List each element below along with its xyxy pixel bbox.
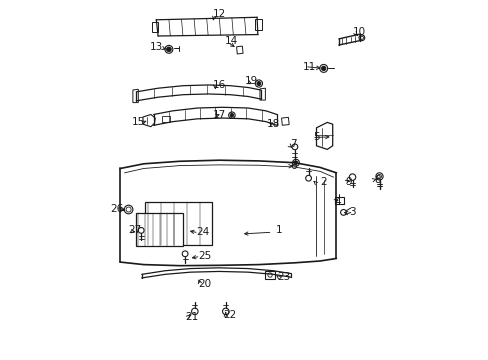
Bar [152, 22, 158, 32]
Text: 27: 27 [128, 225, 141, 235]
Text: 26: 26 [110, 204, 123, 214]
Ellipse shape [182, 251, 187, 257]
Text: 18: 18 [266, 119, 279, 129]
Ellipse shape [138, 228, 144, 233]
Ellipse shape [348, 174, 355, 180]
Ellipse shape [255, 80, 262, 87]
Ellipse shape [228, 112, 235, 118]
Bar [145, 202, 212, 245]
Ellipse shape [305, 175, 311, 181]
Bar [255, 19, 261, 30]
Ellipse shape [256, 81, 260, 85]
Ellipse shape [164, 45, 172, 53]
Polygon shape [236, 46, 243, 54]
Text: 9: 9 [345, 177, 351, 187]
Text: 12: 12 [212, 9, 225, 19]
Ellipse shape [375, 173, 382, 180]
Text: 20: 20 [198, 279, 211, 289]
Ellipse shape [126, 207, 131, 212]
Ellipse shape [124, 205, 133, 214]
Ellipse shape [294, 161, 297, 165]
Text: 16: 16 [212, 80, 225, 90]
Polygon shape [316, 122, 332, 149]
Text: 13: 13 [149, 42, 163, 52]
Ellipse shape [377, 175, 381, 178]
Ellipse shape [340, 210, 346, 215]
Ellipse shape [321, 66, 325, 71]
Text: 10: 10 [352, 27, 366, 37]
Text: 21: 21 [185, 312, 199, 322]
Text: 15: 15 [131, 117, 144, 127]
Text: 17: 17 [212, 110, 225, 120]
Polygon shape [133, 89, 138, 103]
Text: 3: 3 [348, 207, 355, 217]
Ellipse shape [267, 273, 272, 277]
Ellipse shape [358, 35, 364, 41]
Text: 19: 19 [244, 76, 258, 86]
Ellipse shape [360, 36, 363, 40]
Ellipse shape [191, 308, 198, 315]
Bar [264, 271, 275, 279]
Text: 23: 23 [277, 272, 290, 282]
Text: 25: 25 [198, 251, 211, 261]
Bar [334, 197, 343, 204]
Bar [162, 116, 170, 122]
Text: 2: 2 [320, 177, 326, 187]
Text: 6: 6 [289, 161, 296, 171]
Polygon shape [281, 117, 288, 125]
Ellipse shape [222, 308, 228, 315]
Text: 1: 1 [275, 225, 282, 235]
Ellipse shape [166, 47, 171, 51]
Text: 11: 11 [302, 62, 315, 72]
Bar [136, 213, 182, 246]
Polygon shape [260, 88, 265, 100]
Text: 5: 5 [312, 132, 319, 142]
Text: 8: 8 [374, 175, 380, 185]
Polygon shape [142, 114, 155, 127]
Text: 4: 4 [334, 197, 341, 207]
Text: 24: 24 [196, 227, 209, 237]
Text: 14: 14 [225, 36, 238, 46]
Text: 7: 7 [289, 139, 296, 149]
Ellipse shape [230, 113, 233, 117]
Text: 22: 22 [223, 310, 236, 320]
Ellipse shape [292, 159, 299, 166]
Ellipse shape [291, 144, 297, 150]
Ellipse shape [319, 64, 327, 72]
